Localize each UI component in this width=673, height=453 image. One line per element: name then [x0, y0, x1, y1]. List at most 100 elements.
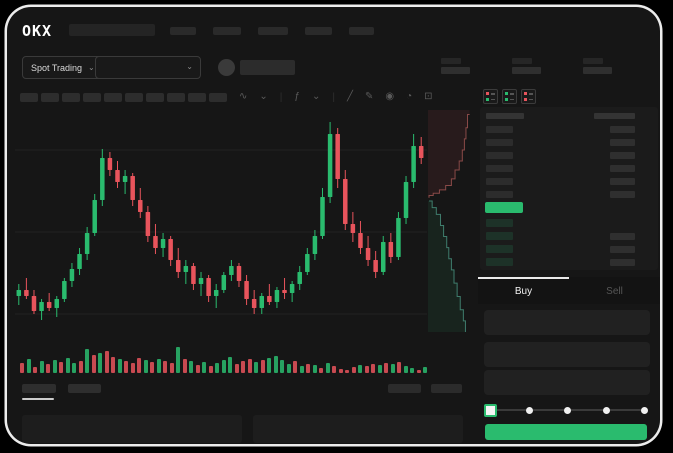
pair-coin-avatar	[218, 59, 235, 76]
slider-stop[interactable]	[602, 407, 610, 414]
volume-bar	[143, 360, 148, 373]
nav-item-placeholder[interactable]	[213, 27, 241, 35]
stat-label-placeholder	[583, 58, 603, 64]
book-header-price-placeholder	[486, 113, 524, 119]
slider-stop[interactable]	[564, 407, 571, 414]
ask-price-placeholder[interactable]	[486, 152, 513, 159]
chevron-down-icon[interactable]: ⌄	[311, 91, 321, 102]
slider-stop[interactable]	[525, 407, 533, 414]
last-price-highlight[interactable]	[485, 202, 523, 213]
screenshot-icon[interactable]: ◉	[385, 91, 395, 102]
volume-bar	[137, 358, 141, 373]
volume-bar	[104, 351, 109, 373]
interval-button-placeholder[interactable]	[83, 92, 101, 102]
nav-item-placeholder[interactable]	[258, 27, 288, 35]
candle-body	[411, 146, 416, 182]
book-split-view-icon[interactable]	[483, 89, 498, 104]
buy-submit-button[interactable]	[485, 424, 647, 440]
order-book	[480, 107, 658, 270]
okx-logo[interactable]: OKX	[22, 22, 53, 40]
history-icon[interactable]: ◔	[406, 91, 413, 102]
ask-price-placeholder[interactable]	[486, 126, 513, 133]
volume-bar	[182, 359, 187, 373]
candle-body	[183, 266, 189, 272]
slider-handle[interactable]	[484, 404, 497, 417]
trendline-icon[interactable]: ╱	[346, 91, 353, 102]
ask-price-placeholder[interactable]	[486, 191, 513, 198]
volume-bar	[189, 361, 193, 373]
nav-item-placeholder[interactable]	[170, 27, 196, 35]
nav-item-placeholder[interactable]	[349, 27, 374, 35]
candle-body	[160, 239, 166, 248]
interval-button-placeholder[interactable]	[188, 92, 206, 102]
volume-bar	[234, 364, 239, 373]
brand-title-placeholder	[69, 24, 155, 36]
interval-button-placeholder[interactable]	[20, 92, 38, 102]
amount-slider[interactable]	[484, 401, 650, 419]
bottom-tab-placeholder[interactable]	[68, 384, 101, 393]
slider-stop[interactable]	[641, 407, 648, 414]
bid-amount-placeholder	[610, 233, 635, 240]
volume-bar	[273, 356, 278, 373]
ask-price-placeholder[interactable]	[486, 165, 513, 172]
volume-bar	[78, 361, 83, 373]
trade-sidebar: Buy Sell	[470, 83, 660, 444]
indicator-icon[interactable]: ƒ	[294, 91, 300, 102]
interval-button-placeholder[interactable]	[104, 92, 122, 102]
pair-dropdown[interactable]: ⌄	[95, 56, 201, 79]
interval-button-placeholder[interactable]	[146, 92, 164, 102]
candle-body	[24, 290, 29, 296]
bid-price-placeholder[interactable]	[486, 219, 513, 227]
candle-body	[388, 242, 394, 257]
bid-price-placeholder[interactable]	[486, 232, 513, 240]
volume-bar	[150, 362, 154, 373]
stat-value-placeholder	[441, 67, 470, 74]
candle-body	[206, 278, 211, 296]
candle-style-icon[interactable]: ∿	[239, 91, 248, 102]
ask-price-placeholder[interactable]	[486, 139, 513, 146]
nav-item-placeholder[interactable]	[305, 27, 332, 35]
volume-bar	[312, 365, 317, 373]
candle-body	[69, 269, 75, 281]
market-type-dropdown[interactable]: Spot Trading ⌄	[22, 56, 104, 79]
candle-body	[145, 212, 151, 236]
depth-bids-line	[429, 200, 466, 332]
candle-body	[107, 158, 113, 170]
book-sells-view-icon[interactable]	[521, 89, 536, 104]
volume-bar	[156, 359, 161, 373]
candle-body	[138, 200, 143, 212]
bid-price-placeholder[interactable]	[486, 245, 513, 253]
order-input-placeholder[interactable]	[484, 342, 650, 367]
interval-button-placeholder[interactable]	[125, 92, 143, 102]
volume-bar	[286, 364, 291, 373]
candle-body	[403, 182, 409, 218]
bottom-action-placeholder[interactable]	[431, 384, 462, 393]
tab-buy[interactable]: Buy	[478, 277, 569, 304]
interval-button-placeholder[interactable]	[41, 92, 59, 102]
chevron-down-icon[interactable]: ⌄	[259, 91, 268, 102]
interval-button-placeholder[interactable]	[62, 92, 80, 102]
interval-button-placeholder[interactable]	[209, 92, 227, 102]
draw-icon[interactable]: ✎	[364, 91, 374, 102]
order-input-placeholder[interactable]	[484, 310, 650, 335]
book-buys-view-icon[interactable]	[502, 89, 517, 104]
candle-body	[92, 200, 97, 233]
active-tab-indicator	[22, 398, 54, 400]
volume-bar	[416, 370, 421, 373]
toggle-line-2	[491, 98, 495, 100]
ask-amount-placeholder	[610, 178, 635, 185]
order-input-placeholder[interactable]	[484, 370, 650, 395]
interval-button-placeholder[interactable]	[167, 92, 185, 102]
toggle-mark-bottom	[505, 98, 508, 101]
fullscreen-icon[interactable]: ⊡	[424, 91, 433, 102]
tab-sell[interactable]: Sell	[606, 286, 623, 297]
bottom-action-placeholder[interactable]	[388, 384, 421, 393]
bid-price-placeholder[interactable]	[486, 258, 513, 266]
bottom-tab-placeholder[interactable]	[22, 384, 56, 393]
candle-body	[236, 266, 242, 281]
volume-bar	[33, 367, 37, 373]
candle-body	[229, 266, 234, 275]
ask-price-placeholder[interactable]	[486, 178, 513, 185]
ask-amount-placeholder	[610, 152, 635, 159]
candle-body	[213, 290, 219, 296]
